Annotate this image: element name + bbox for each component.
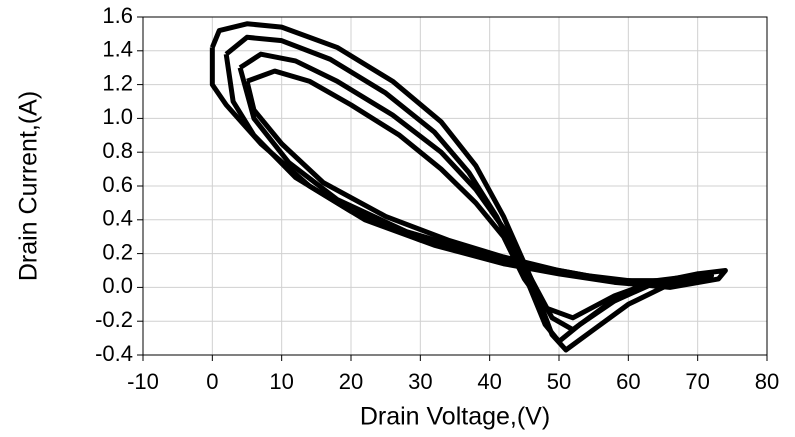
y-tick-label: -0.2 — [95, 307, 133, 332]
x-tick-label: 60 — [616, 369, 640, 394]
y-tick-label: 1.2 — [102, 70, 133, 95]
x-tick-label: 40 — [477, 369, 501, 394]
plot-frame — [142, 16, 768, 356]
load-line — [209, 21, 728, 353]
y-tick-label: 0.4 — [102, 206, 133, 231]
x-tick-label: 0 — [206, 369, 218, 394]
x-tick-label: 30 — [408, 369, 432, 394]
x-tick-label: 10 — [269, 369, 293, 394]
x-tick-label: 20 — [339, 369, 363, 394]
y-tick-label: -0.4 — [95, 341, 133, 366]
load-line — [244, 68, 659, 321]
load-line — [237, 51, 687, 333]
y-tick-label: 0.8 — [102, 138, 133, 163]
y-tick-label: 1.6 — [102, 3, 133, 28]
y-tick-label: 1.0 — [102, 104, 133, 129]
x-tick-label: 70 — [685, 369, 709, 394]
x-axis-title: Drain Voltage,(V) — [360, 403, 550, 431]
y-tick-label: 0.0 — [102, 273, 133, 298]
x-tick-label: -10 — [127, 369, 159, 394]
y-axis-title: Drain Current,(A) — [15, 91, 43, 281]
load-line — [223, 34, 715, 344]
x-tick-label: 80 — [755, 369, 779, 394]
y-tick-label: 1.4 — [102, 37, 133, 62]
y-tick-label: 0.2 — [102, 239, 133, 264]
x-tick-label: 50 — [547, 369, 571, 394]
y-tick-label: 0.6 — [102, 172, 133, 197]
